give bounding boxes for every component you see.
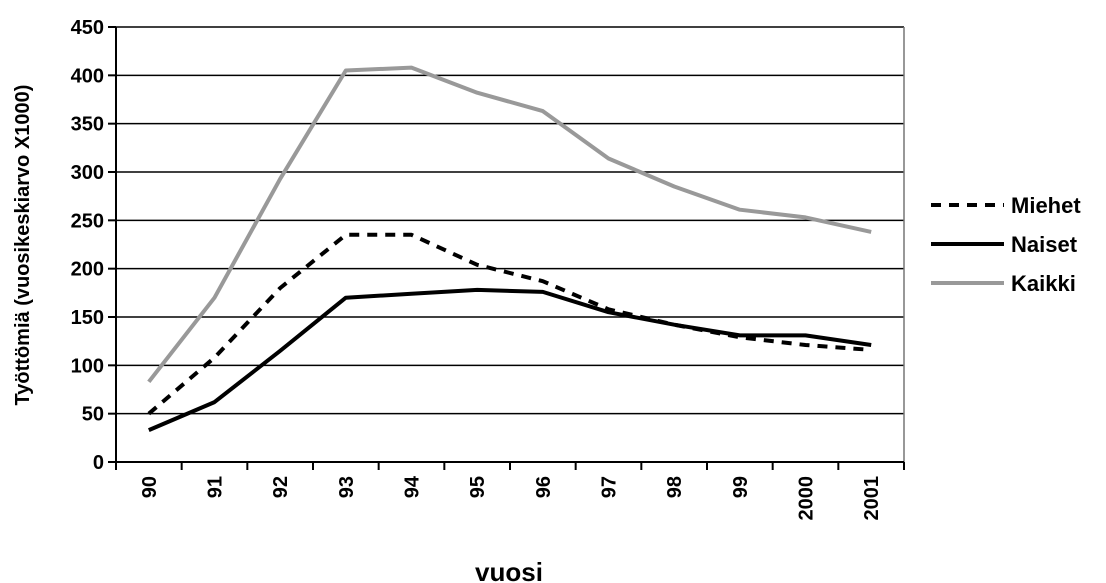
- x-tick-label: 96: [533, 476, 555, 498]
- x-tick-label: 2000: [796, 476, 818, 521]
- x-tick-label: 99: [730, 476, 752, 498]
- x-tick-label: 92: [270, 476, 292, 498]
- x-axis: 90 91 92 93 94 95 96 97 98 99 2000 2001: [115, 461, 905, 521]
- legend-label-miehet: Miehet: [1011, 193, 1081, 218]
- y-tick-label: 250: [71, 210, 104, 232]
- y-tick-label: 350: [71, 114, 104, 136]
- y-tick-label: 150: [71, 307, 104, 329]
- x-tick-label: 97: [599, 476, 621, 498]
- x-tick-label: 94: [402, 475, 424, 498]
- y-tick-label: 400: [71, 65, 104, 87]
- series-layer: [147, 65, 872, 432]
- y-tick-label: 50: [82, 404, 104, 426]
- y-tick-label: 100: [71, 355, 104, 377]
- y-axis: 0 50 100 150 200 250 300 350 400 450: [71, 17, 117, 474]
- series-line-naiset: [148, 287, 872, 432]
- gridlines: [116, 26, 904, 415]
- x-axis-title: vuosi: [475, 557, 543, 583]
- series-line-kaikki: [147, 65, 872, 384]
- y-tick-label: 0: [93, 452, 104, 474]
- y-tick-label: 200: [71, 259, 104, 281]
- x-tick-label: 90: [139, 476, 161, 498]
- x-tick-label: 2001: [861, 476, 883, 521]
- x-tick-label: 95: [467, 476, 489, 498]
- x-tick-label: 93: [336, 476, 358, 498]
- y-tick-label: 300: [71, 162, 104, 184]
- series-line-miehet: [147, 232, 872, 416]
- legend-label-naiset: Naiset: [1011, 232, 1078, 257]
- x-tick-label: 98: [664, 476, 686, 498]
- y-axis-title: Työttömiä (vuosikeskiarvo X1000): [12, 85, 34, 406]
- legend-label-kaikki: Kaikki: [1011, 271, 1076, 296]
- legend: Miehet Naiset Kaikki: [931, 193, 1081, 296]
- x-tick-label: 91: [205, 476, 227, 498]
- y-tick-label: 450: [71, 17, 104, 39]
